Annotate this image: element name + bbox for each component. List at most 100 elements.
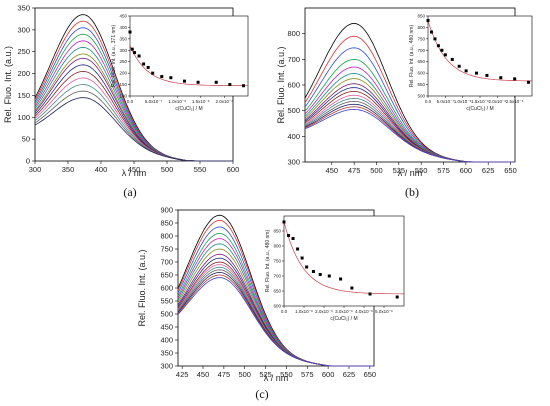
panel-c-spectrum-line: [177, 277, 374, 367]
panel-c-inset-data-point: [300, 256, 304, 260]
panel-a-spectrum-line: [34, 97, 233, 162]
panel-b-inset-y-tick-label: 700: [417, 48, 425, 53]
panel-a-inset-data-point: [214, 80, 218, 84]
panel-c-y-tick-label: 550: [160, 297, 173, 306]
panel-a-x-tick-label: 300: [29, 165, 42, 174]
panel-b-inset-y-tick-label: 750: [417, 36, 425, 41]
panel-b-inset-y-tick-label: 850: [417, 14, 425, 19]
panel-b-x-tick-label: 550: [415, 166, 428, 175]
panel-c-y-tick-label: 600: [160, 284, 173, 293]
panel-b-spectrum-line: [304, 108, 515, 163]
panel-b-inset-fit-curve: [427, 20, 532, 82]
panel-b-inset-x-tick-label: 2.0x10⁻⁶: [488, 99, 506, 104]
panel-c-x-axis-label: λ / nm: [264, 373, 289, 383]
panel-c-y-tick-label: 450: [160, 323, 173, 332]
panel-b-inset-y-tick-label: 550: [417, 82, 425, 87]
panel-b-inset-data-point: [513, 77, 517, 81]
panel-c-y-tick-label: 900: [160, 206, 173, 215]
panel-b-y-tick-label: 600: [287, 81, 300, 90]
panel-a-inset-data-point: [133, 51, 137, 55]
panel-b-x-tick-label: 525: [393, 166, 406, 175]
panel-b-y-axis-label: Rel. Fluo. Int. (a.u.): [276, 46, 286, 123]
panel-c-caption: (c): [255, 387, 268, 401]
panel-b-inset-y-tick-label: 600: [417, 71, 425, 76]
panel-b-inset-data-point: [527, 80, 531, 84]
panel-c-inset-data-point: [296, 247, 300, 251]
panel-c-y-tick-label: 850: [160, 219, 173, 228]
panel-b-inset-data-point: [426, 19, 430, 23]
panel-a-y-tick-label: 250: [17, 47, 30, 56]
panel-a-y-tick-label: 200: [17, 69, 30, 78]
panel-a-inset-data-point: [169, 76, 173, 80]
panel-b-inset-data-point: [433, 37, 437, 41]
panel-a-y-tick-label: 350: [17, 4, 30, 13]
panel-b-inset-y-tick-label: 500: [417, 94, 425, 99]
panel-c-inset-fit-curve: [283, 221, 404, 295]
panel-c-inset-data-point: [339, 277, 343, 281]
panel-b-inset-data-point: [457, 64, 461, 68]
panel-b-inset-x-tick-label: 1.5x10⁻⁶: [471, 99, 489, 104]
panel-c-x-tick-label: 475: [218, 370, 231, 379]
panel-a-x-axis-label: λ / nm: [122, 168, 147, 178]
panel-c-y-tick-label: 350: [160, 349, 173, 358]
panel-b-x-tick-label: 475: [348, 166, 361, 175]
panel-b-caption: (b): [405, 185, 419, 199]
panel-a-inset-data-point: [142, 62, 146, 66]
panel-a-inset-fit-curve: [129, 45, 248, 87]
panel-a: 300 350 400 450 500 550 600 0 50 100 150 200 250 300 3…: [3, 4, 249, 178]
panel-c-y-tick-label: 650: [160, 271, 173, 280]
panel-c-inset-data-point: [311, 270, 315, 273]
panel-a-inset-y-tick-label: 150: [119, 82, 127, 87]
panel-a-inset-y-tick-label: 200: [119, 71, 127, 76]
panel-b-x-tick-label: 575: [437, 166, 450, 175]
panel-a-caption: (a): [123, 185, 136, 199]
panel-b-y-tick-label: 500: [287, 106, 300, 115]
panel-b-inset-data-point: [499, 76, 503, 80]
panel-c-inset-y-tick-label: 650: [273, 289, 281, 294]
panel-c-inset-data-point: [327, 274, 331, 278]
panel-a-inset-x-tick-label: 0.0: [127, 99, 134, 104]
panel-b-inset-data-point: [429, 30, 433, 34]
panel-c-inset-y-tick-label: 750: [273, 259, 281, 264]
panel-b-inset-x-tick-label: 1.0x10⁻⁶: [454, 99, 472, 104]
panel-a-x-tick-label: 350: [62, 165, 75, 174]
panel-c-inset-data-point: [291, 237, 295, 240]
panel-a-y-tick-label: 100: [17, 113, 30, 122]
panel-b-x-axis-label: λ / nm: [398, 168, 423, 178]
panel-a-inset-y-tick-label: 300: [119, 48, 127, 53]
panel-c-inset-x-axis-label: c(CuCl₂) / M: [330, 316, 357, 322]
panel-c-y-tick-label: 700: [160, 258, 173, 267]
panel-b-x-tick-label: 500: [370, 166, 383, 175]
panel-b-y-tick-label: 400: [287, 132, 300, 141]
panel-b-y-tick-label: 300: [287, 158, 300, 167]
panel-b-inset-data-point: [450, 57, 454, 61]
panel-a-inset-y-tick-label: 450: [119, 14, 127, 19]
panel-b-inset-x-tick-label: 5.0x10⁻⁷: [437, 99, 455, 104]
panel-b-inset-x-tick-label: 0.0: [425, 99, 432, 104]
panel-b: 450 475 500 525 550 575 600 625 650 300 400 500 600 7…: [276, 7, 533, 178]
panel-a-inset-data-point: [151, 71, 155, 75]
panel-c-x-tick-label: 425: [176, 370, 189, 379]
panel-c-y-tick-label: 500: [160, 310, 173, 319]
panel-c-x-tick-label: 500: [238, 370, 251, 379]
panel-c-inset-y-tick-label: 600: [273, 304, 281, 309]
panel-a-inset-data-point: [146, 65, 150, 69]
panel-a-inset-data-point: [241, 84, 245, 88]
panel-c-inset-y-tick-label: 850: [273, 229, 281, 234]
panel-a-inset-x-tick-label: 2.0x10⁻⁶: [216, 99, 234, 104]
panel-c-y-tick-label: 400: [160, 336, 173, 345]
panel-a-x-tick-label: 450: [128, 165, 141, 174]
panel-b-y-tick-label: 700: [287, 55, 300, 64]
panel-c-inset-x-tick-label: 1.0x10⁻⁶: [295, 309, 313, 314]
panel-a-inset-y-tick-label: 100: [119, 94, 127, 99]
panel-c-y-axis-label: Rel. Fluo. Int. (a.u.): [137, 249, 147, 326]
panel-c-x-tick-label: 525: [259, 370, 272, 379]
panel-c-inset-y-tick-label: 700: [273, 274, 281, 279]
panel-b-inset-data-point: [443, 53, 447, 57]
panel-b-spectrum-line: [304, 103, 515, 163]
panel-c-inset-x-tick-label: 3.0x10⁻⁶: [335, 309, 353, 314]
panel-c-x-tick-label: 650: [364, 370, 377, 379]
panel-c-inset-x-tick-label: 2.0x10⁻⁶: [315, 309, 333, 314]
panel-b-x-tick-label: 600: [460, 166, 473, 175]
